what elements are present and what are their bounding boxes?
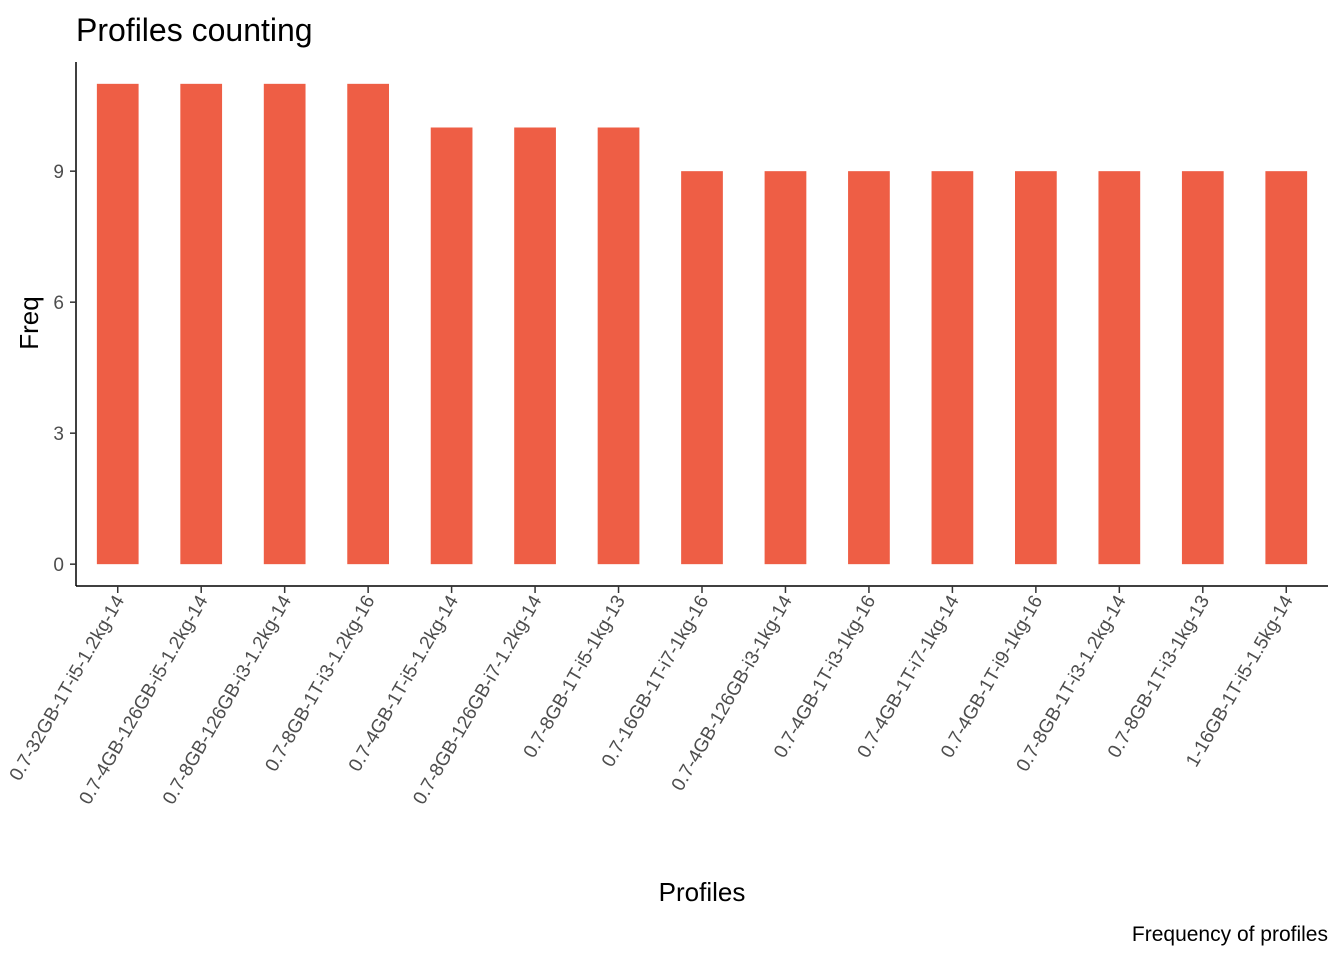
bar xyxy=(514,127,556,565)
y-tick-label: 6 xyxy=(53,293,64,314)
y-tick-label: 9 xyxy=(53,162,64,183)
bar xyxy=(430,127,473,565)
bar xyxy=(597,127,640,565)
y-ticks: 0 3 6 9 xyxy=(53,162,76,576)
chart-title: Profiles counting xyxy=(76,12,313,48)
bar xyxy=(96,83,139,565)
bar xyxy=(263,83,306,565)
bar xyxy=(1098,171,1141,565)
bar xyxy=(1181,171,1224,565)
bar xyxy=(1015,171,1057,565)
y-tick-label: 3 xyxy=(53,424,64,445)
x-ticks: 0.7-32GB-1T-i5-1.2kg-140.7-4GB-126GB-i5-… xyxy=(6,586,1298,808)
chart-caption: Frequency of profiles xyxy=(1132,923,1328,946)
bar xyxy=(1265,171,1308,565)
bars-layer xyxy=(96,83,1308,565)
bar xyxy=(764,171,807,565)
bar xyxy=(347,83,389,565)
x-axis-title: Profiles xyxy=(659,877,746,907)
y-axis-title: Freq xyxy=(14,296,44,349)
bar xyxy=(931,171,974,565)
y-tick-label: 0 xyxy=(53,555,64,576)
bar xyxy=(848,171,890,565)
bar xyxy=(681,171,723,565)
bar xyxy=(180,83,223,565)
